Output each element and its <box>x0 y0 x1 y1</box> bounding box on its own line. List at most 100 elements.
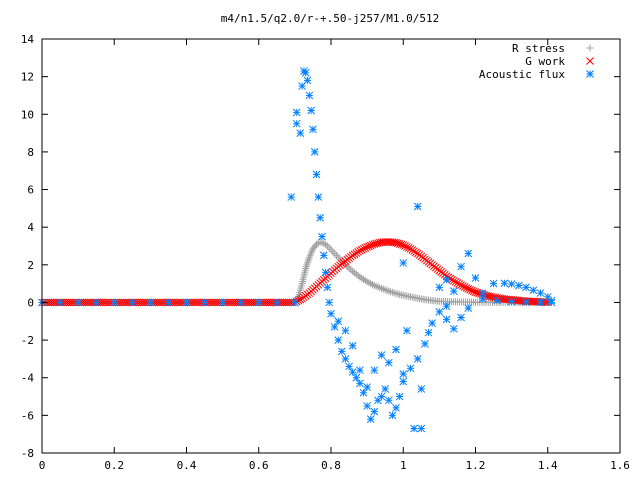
data-point <box>292 108 301 117</box>
data-point <box>309 125 317 134</box>
data-point <box>449 287 458 296</box>
legend-marker <box>586 44 594 52</box>
data-point <box>435 308 444 316</box>
y-tick-label: -6 <box>21 409 34 422</box>
data-point <box>421 340 429 348</box>
data-point <box>384 396 393 405</box>
data-point <box>347 266 355 274</box>
data-point <box>459 282 467 290</box>
data-point <box>345 362 353 371</box>
y-tick-label: -2 <box>21 334 34 347</box>
data-point <box>536 289 545 297</box>
data-point <box>356 273 364 281</box>
data-point <box>236 298 245 307</box>
data-point <box>348 341 357 350</box>
data-point <box>321 268 330 277</box>
data-point <box>320 239 328 247</box>
data-point <box>304 259 312 267</box>
data-point <box>354 272 362 280</box>
data-point <box>361 277 369 285</box>
data-point <box>366 415 375 423</box>
y-tick-label: 4 <box>27 221 34 234</box>
data-point <box>404 244 413 252</box>
data-point <box>329 248 337 256</box>
data-point <box>435 283 444 292</box>
data-point <box>322 241 330 249</box>
x-tick-label: 1.2 <box>466 459 486 472</box>
data-point <box>332 251 340 259</box>
data-point <box>370 366 379 375</box>
data-point <box>529 286 538 295</box>
data-point <box>348 368 357 376</box>
data-point <box>399 377 408 386</box>
data-point <box>471 274 480 282</box>
data-point <box>417 424 426 433</box>
data-point <box>287 193 296 201</box>
data-point <box>500 279 509 288</box>
data-point <box>272 298 281 307</box>
data-point <box>292 297 301 306</box>
data-point <box>377 351 386 359</box>
data-point <box>363 278 371 286</box>
data-point <box>547 298 556 307</box>
data-point <box>388 411 397 420</box>
series-acoustic-flux <box>38 67 556 433</box>
data-point <box>403 326 411 335</box>
data-point <box>401 242 409 250</box>
data-point <box>365 279 373 287</box>
data-point <box>442 315 451 324</box>
data-point <box>363 402 371 410</box>
data-point <box>413 355 422 363</box>
data-point <box>312 170 321 179</box>
data-point <box>378 284 386 292</box>
legend-item-r-stress: R stress <box>512 42 594 55</box>
data-point <box>349 267 357 275</box>
data-point <box>341 326 350 335</box>
data-point <box>489 279 498 288</box>
legend-marker <box>586 57 594 65</box>
data-point <box>478 294 487 303</box>
data-point <box>399 241 408 249</box>
data-point <box>390 289 398 297</box>
data-point <box>464 304 473 312</box>
x-tick-label: 1.6 <box>610 459 630 472</box>
data-point <box>303 76 312 85</box>
data-point <box>350 269 358 277</box>
data-point <box>302 263 310 271</box>
legend-label: R stress <box>512 42 565 55</box>
data-point <box>327 309 335 318</box>
data-point <box>428 319 437 328</box>
data-point <box>507 297 516 306</box>
data-point <box>387 288 395 296</box>
data-point <box>319 251 328 260</box>
x-tick-label: 1 <box>400 459 407 472</box>
plot-area <box>38 67 556 433</box>
data-point <box>323 283 332 292</box>
data-point <box>254 298 263 307</box>
y-tick-label: 12 <box>21 71 34 84</box>
data-point <box>363 383 371 391</box>
data-point <box>370 407 379 416</box>
data-point <box>540 298 548 306</box>
data-point <box>327 246 335 254</box>
data-point <box>218 298 227 307</box>
data-point <box>460 283 469 291</box>
legend-marker <box>586 70 594 78</box>
legend-item-acoustic-flux: Acoustic flux <box>479 68 594 81</box>
y-tick-label: -4 <box>21 372 35 385</box>
data-point <box>453 279 462 287</box>
data-point <box>392 403 400 412</box>
data-point <box>356 246 364 255</box>
data-point <box>301 69 310 77</box>
data-point <box>442 276 451 284</box>
data-point <box>305 255 313 263</box>
data-point <box>357 245 366 254</box>
data-point <box>164 298 173 307</box>
data-point <box>358 274 366 282</box>
data-point <box>392 345 400 354</box>
data-point <box>381 286 389 294</box>
y-tick-label: 10 <box>21 108 34 121</box>
data-point <box>369 281 377 289</box>
y-tick-label: 2 <box>27 259 34 272</box>
data-point <box>296 129 305 137</box>
